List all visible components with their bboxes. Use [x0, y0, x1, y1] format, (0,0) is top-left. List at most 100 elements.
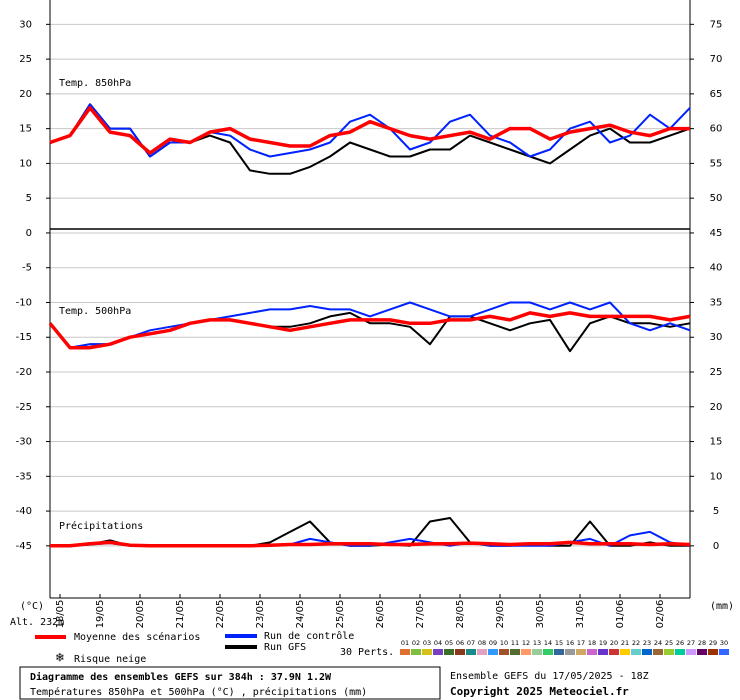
perturbation-swatch — [642, 649, 652, 655]
x-tick-label: 01/06 — [615, 600, 626, 629]
perturbation-label: 23 — [643, 639, 651, 647]
perturbation-swatch — [532, 649, 542, 655]
perturbation-swatch — [444, 649, 454, 655]
y2-tick-label: 75 — [710, 19, 723, 30]
y2-tick-label: 0 — [713, 541, 719, 552]
y-tick-label: -40 — [16, 506, 32, 517]
y-tick-label: 30 — [19, 19, 32, 30]
perturbation-label: 06 — [456, 639, 464, 647]
panel-label: Temp. 850hPa — [59, 78, 131, 89]
perturbation-swatch — [488, 649, 498, 655]
x-tick-label: 27/05 — [415, 600, 426, 629]
y2-tick-label: 55 — [710, 158, 723, 169]
perturbation-label: 04 — [434, 639, 442, 647]
y-tick-label: -10 — [16, 297, 32, 308]
perturbation-label: 15 — [555, 639, 563, 647]
perturbation-label: 18 — [588, 639, 596, 647]
perturbation-swatch — [675, 649, 685, 655]
snow-icon: ❄ — [55, 651, 65, 665]
perturbation-label: 25 — [665, 639, 673, 647]
perturbation-swatch — [499, 649, 509, 655]
y2-tick-label: 65 — [710, 89, 723, 100]
perturbation-label: 03 — [423, 639, 431, 647]
perturbation-label: 19 — [599, 639, 607, 647]
y-tick-label: -30 — [16, 437, 32, 448]
y2-tick-label: 45 — [710, 228, 723, 239]
legend: Moyenne des scénarios Run de contrôle Ru… — [35, 630, 394, 665]
perturbation-swatch — [477, 649, 487, 655]
y2-tick-label: 35 — [710, 297, 723, 308]
perturbation-swatch — [411, 649, 421, 655]
y2-tick-label: 10 — [710, 471, 723, 482]
perturbation-label: 01 — [401, 639, 409, 647]
y-tick-label: 15 — [19, 124, 32, 135]
perturbation-label: 08 — [478, 639, 486, 647]
series-line — [50, 540, 691, 548]
y-tick-label: 10 — [19, 158, 32, 169]
x-tick-label: 25/05 — [335, 600, 346, 629]
perturbation-label: 27 — [687, 639, 695, 647]
y2-tick-label: 70 — [710, 54, 723, 65]
legend-label: Run GFS — [264, 642, 306, 653]
series-line — [49, 301, 691, 349]
x-tick-label: 21/05 — [175, 600, 186, 629]
y-axis-unit: (°C) — [20, 601, 44, 612]
perturbation-swatch — [686, 649, 696, 655]
y-tick-label: -15 — [16, 332, 32, 343]
perturbation-label: 26 — [676, 639, 684, 647]
y-tick-label: 0 — [26, 228, 32, 239]
perturbation-label: 22 — [632, 639, 640, 647]
x-tick-label: 26/05 — [375, 600, 386, 629]
panel-label: Précipitations — [59, 520, 143, 532]
y2-tick-label: 40 — [710, 263, 723, 274]
perturbation-swatch — [510, 649, 520, 655]
perturbation-swatch — [598, 649, 608, 655]
perturbation-label: 20 — [610, 639, 618, 647]
perturbation-swatch — [697, 649, 707, 655]
legend-label: Run de contrôle — [264, 630, 354, 642]
series-line — [50, 517, 690, 547]
chart-subtitle: Températures 850hPa et 500hPa (°C) , pré… — [30, 686, 367, 698]
x-tick-label: 23/05 — [255, 600, 266, 629]
perturbation-label: 09 — [489, 639, 497, 647]
y-tick-label: 5 — [26, 193, 32, 204]
x-tick-label: 29/05 — [495, 600, 506, 629]
x-tick-label: 02/06 — [655, 600, 666, 629]
x-tick-label: 20/05 — [135, 600, 146, 629]
perturbation-swatch — [587, 649, 597, 655]
perturbation-label: 13 — [533, 639, 541, 647]
y-tick-label: -20 — [16, 367, 32, 378]
chart-title: Diagramme des ensembles GEFS sur 384h : … — [30, 671, 332, 683]
perturbation-swatch — [664, 649, 674, 655]
perturbation-swatch — [620, 649, 630, 655]
perturbation-swatch — [455, 649, 465, 655]
y-tick-label: 20 — [19, 89, 32, 100]
perturbation-label: 05 — [445, 639, 453, 647]
perturbation-swatch — [521, 649, 531, 655]
series-line — [48, 311, 691, 350]
grid-layer — [50, 23, 690, 547]
perturbation-label: 21 — [621, 639, 629, 647]
altitude: Alt. 232m — [10, 617, 64, 628]
x-tick-label: 24/05 — [295, 600, 306, 629]
y2-tick-label: 50 — [710, 193, 723, 204]
y2-tick-label: 5 — [713, 506, 719, 517]
run-info: Ensemble GEFS du 17/05/2025 - 18Z — [450, 671, 649, 682]
perturbation-swatch — [422, 649, 432, 655]
copyright: Copyright 2025 Meteociel.fr — [450, 685, 629, 698]
perturbation-swatch — [609, 649, 619, 655]
snow-label: Risque neige — [74, 654, 146, 665]
y2-tick-label: 20 — [710, 402, 723, 413]
perturbation-label: 14 — [544, 639, 552, 647]
y2-axis-unit: (mm) — [710, 601, 734, 612]
perturbation-swatch — [433, 649, 443, 655]
x-tick-label: 31/05 — [575, 600, 586, 629]
perturbation-swatch — [543, 649, 553, 655]
perturbation-swatch — [708, 649, 718, 655]
perturbation-swatch — [576, 649, 586, 655]
x-tick-label: 22/05 — [215, 600, 226, 629]
perturbation-label: 30 — [720, 639, 728, 647]
x-tick-label: 28/05 — [455, 600, 466, 629]
y-tick-label: -35 — [16, 471, 32, 482]
